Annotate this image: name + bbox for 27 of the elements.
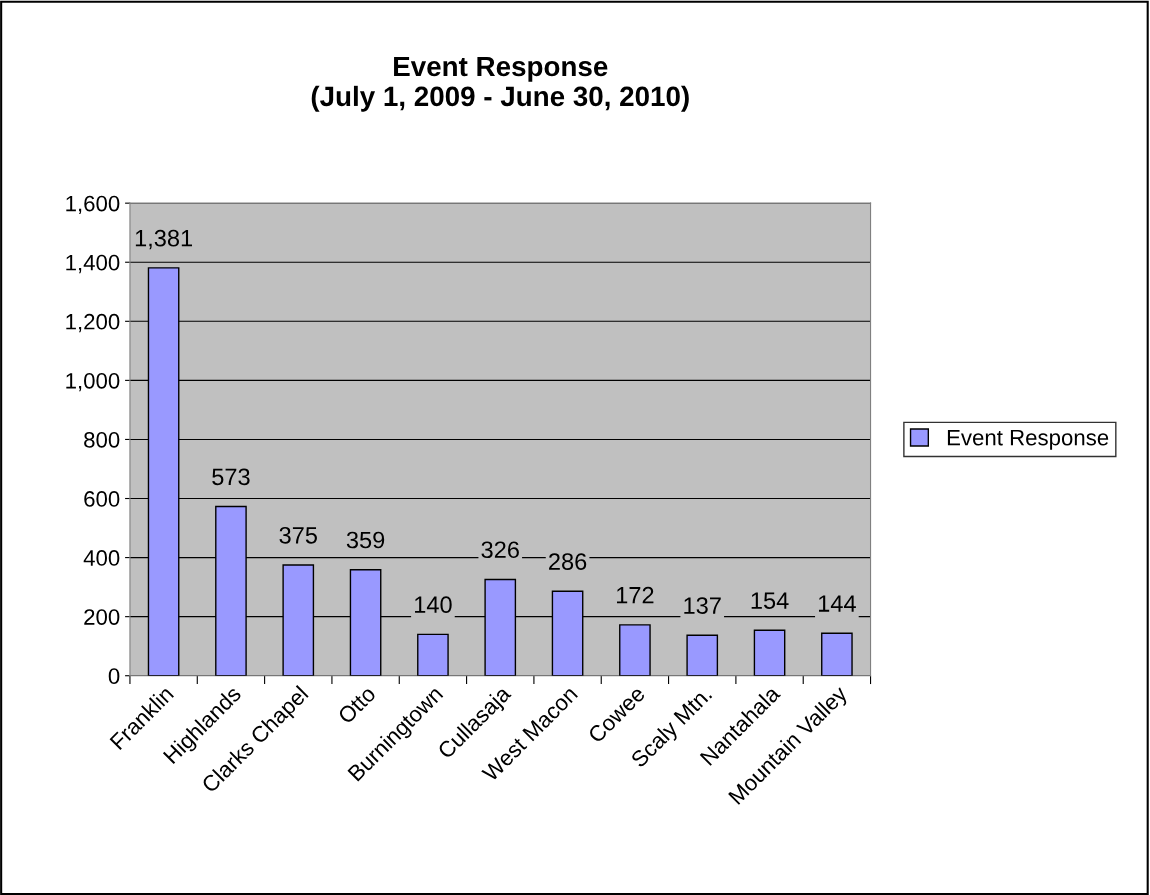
y-tick-label: 600	[84, 491, 120, 507]
text: 359	[346, 531, 385, 549]
text: 1,381	[135, 229, 193, 250]
y-tick-label: 1,600	[66, 195, 120, 215]
bar	[753, 629, 786, 676]
y-tick-label: 400	[83, 550, 120, 566]
text: 144	[818, 595, 856, 612]
y-tick-label: 1,400	[66, 254, 120, 274]
text: 154	[751, 592, 789, 609]
text: 573	[212, 468, 250, 486]
y-tick-label: 800	[84, 431, 120, 448]
text: 326	[481, 541, 519, 559]
bar	[686, 634, 719, 676]
chart-title: Event Response (July 1, 2009 - June 30, 2010)	[311, 56, 689, 112]
bar	[417, 633, 449, 676]
bar	[619, 624, 651, 676]
y-tick-label: 1,000	[66, 372, 120, 392]
text: 375	[279, 526, 317, 544]
y-tick-label: 0	[108, 668, 120, 684]
text: 140	[415, 596, 452, 614]
text: 137	[684, 597, 721, 614]
text: 172	[617, 586, 654, 604]
text: 286	[549, 553, 587, 570]
y-tick-label: 200	[84, 609, 120, 625]
bar	[821, 632, 853, 676]
legend-label: Event Response	[947, 429, 1109, 450]
y-tick-label: 1,200	[66, 313, 120, 333]
